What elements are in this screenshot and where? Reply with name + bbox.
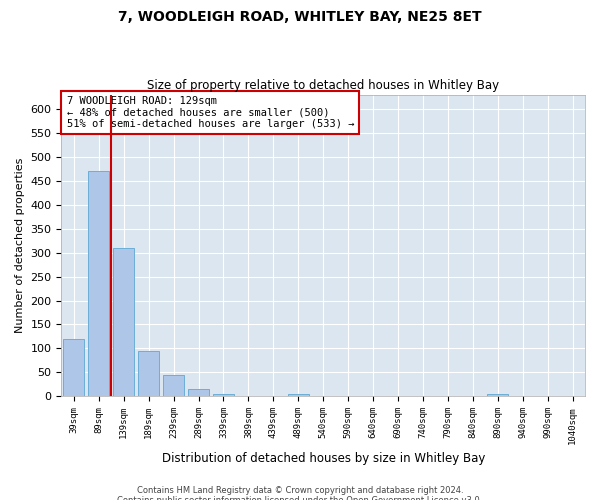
X-axis label: Distribution of detached houses by size in Whitley Bay: Distribution of detached houses by size … (161, 452, 485, 465)
Bar (138, 351, 159, 397)
Bar (487, 394, 508, 396)
Bar (287, 394, 309, 396)
Text: Contains HM Land Registry data © Crown copyright and database right 2024.: Contains HM Land Registry data © Crown c… (137, 486, 463, 495)
Y-axis label: Number of detached properties: Number of detached properties (15, 158, 25, 333)
Text: 7, WOODLEIGH ROAD, WHITLEY BAY, NE25 8ET: 7, WOODLEIGH ROAD, WHITLEY BAY, NE25 8ET (118, 10, 482, 24)
Bar (88, 171, 109, 396)
Bar (113, 248, 134, 396)
Bar (63, 339, 85, 396)
Text: 7 WOODLEIGH ROAD: 129sqm
← 48% of detached houses are smaller (500)
51% of semi-: 7 WOODLEIGH ROAD: 129sqm ← 48% of detach… (67, 96, 354, 130)
Title: Size of property relative to detached houses in Whitley Bay: Size of property relative to detached ho… (147, 79, 499, 92)
Bar (213, 394, 234, 396)
Bar (188, 389, 209, 396)
Bar (163, 375, 184, 396)
Text: Contains public sector information licensed under the Open Government Licence v3: Contains public sector information licen… (118, 496, 482, 500)
